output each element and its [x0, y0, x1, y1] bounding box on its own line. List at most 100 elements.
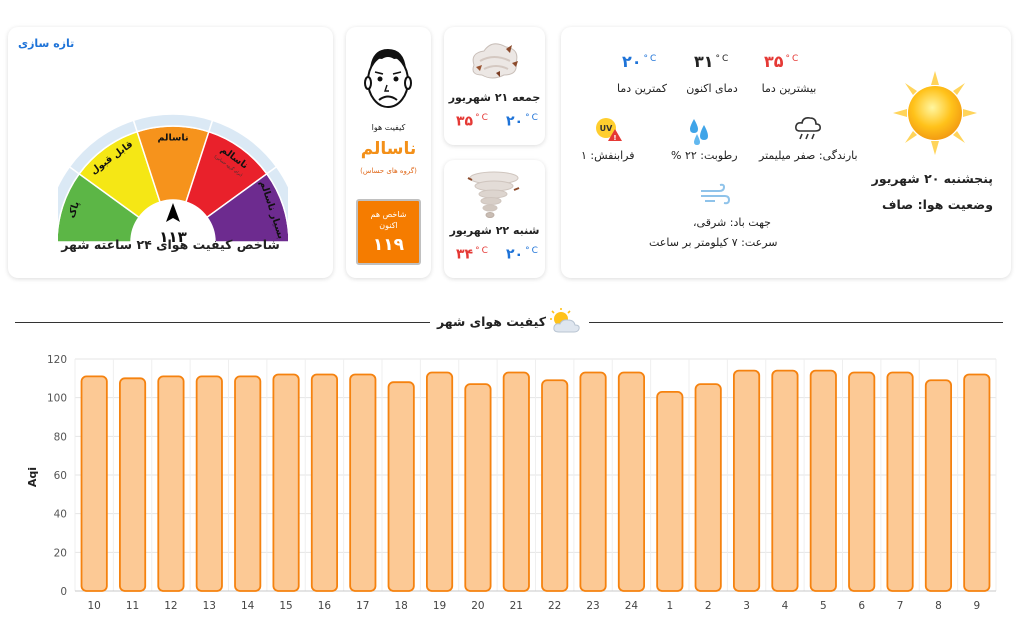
forecast-date: شنبه ۲۲ شهریور [449, 224, 540, 237]
section-title: کیفیت هوای شهر [437, 314, 546, 329]
forecast-card: جمعه ۲۱ شهریور ۲۰ ° C ۳۵ ° C [444, 27, 545, 145]
chart-x-tick: 23 [586, 600, 599, 612]
chart-bar[interactable] [195, 375, 223, 592]
humidity-icon [690, 119, 708, 145]
forecast-card: شنبه ۲۲ شهریور ۲۰ ° C ۳۴ ° C [444, 160, 545, 278]
chart-bar[interactable] [310, 373, 339, 592]
chart-y-tick: 40 [54, 509, 67, 521]
chart-bar[interactable] [349, 373, 377, 592]
chart-bar[interactable] [732, 369, 761, 592]
chart-x-tick: 3 [743, 600, 750, 612]
chart-bar[interactable] [387, 381, 415, 592]
refresh-link[interactable]: تازه سازی [18, 37, 75, 50]
gauge-title: شاخص کیفیت هوای ۲۴ ساعته شهر [61, 237, 280, 252]
chart-bar[interactable] [425, 371, 454, 592]
partly-cloudy-icon [550, 308, 580, 333]
forecast-date: جمعه ۲۱ شهریور [448, 91, 541, 104]
chart-y-tick: 20 [54, 547, 67, 559]
chart-bar[interactable] [234, 375, 262, 592]
chart-y-tick: 0 [60, 586, 67, 598]
chart-y-tick: 100 [47, 393, 67, 405]
chart-x-tick: 1 [666, 600, 673, 612]
chart-bar[interactable] [617, 371, 646, 592]
chart-x-tick: 15 [279, 600, 292, 612]
aqi-group: (گروه های حساس) [360, 167, 417, 175]
chart-x-tick: 14 [241, 600, 255, 612]
chart-x-tick: 16 [318, 600, 332, 612]
gauge-hub [131, 200, 215, 247]
chart-bar[interactable] [80, 375, 108, 592]
sad-face-icon [364, 49, 412, 108]
humidity-value: رطوبت: ۲۲ % [671, 149, 738, 162]
forecast-high: ۳۵ ° C [456, 113, 488, 130]
current-aqi-card: کیفیت هوا ناسالم (گروه های حساس) شاخص هم… [346, 27, 431, 278]
chart-x-tick: 5 [820, 600, 827, 612]
chart-x-tick: 24 [625, 600, 639, 612]
chart-bar[interactable] [886, 371, 914, 592]
chart-bar[interactable] [694, 383, 722, 592]
aqi-24h-gauge-card: تازه سازی پاک قابل قبول ناسالم ناسالم (برای … [8, 27, 333, 278]
current-aqi-box: شاخص هم اکنون ۱۱۹ [356, 199, 421, 265]
today-weather-card: پنجشنبه ۲۰ شهریور وضعیت هوا: صاف ۳۵ ° C بی… [561, 27, 1011, 278]
chart-x-tick: 12 [164, 600, 177, 612]
uv-icon: UV ! [596, 118, 622, 142]
current-temp-label: دمای اکنون [686, 82, 738, 95]
chart-x-tick: 22 [548, 600, 561, 612]
min-temp-label: کمترین دما [616, 82, 668, 95]
chart-x-tick: 4 [782, 600, 789, 612]
chart-bar[interactable] [502, 371, 530, 592]
chart-bar[interactable] [656, 390, 684, 592]
chart-x-tick: 6 [858, 600, 865, 612]
chart-x-tick: 18 [395, 600, 408, 612]
current-temp: ۳۱ ° C [694, 52, 729, 71]
min-temp: ۲۰ ° C [622, 52, 657, 71]
chart-x-tick: 17 [356, 600, 369, 612]
max-temp-label: بیشترین دما [761, 82, 817, 95]
section-divider [15, 322, 430, 323]
svg-text:UV: UV [600, 124, 613, 133]
wind-icon [701, 183, 731, 205]
max-temp: ۳۵ ° C [764, 52, 799, 71]
chart-x-tick: 20 [471, 600, 484, 612]
chart-y-tick: 60 [54, 470, 67, 482]
chart-x-tick: 7 [897, 600, 904, 612]
chart-bar[interactable] [579, 371, 607, 592]
chart-bar[interactable] [541, 379, 569, 592]
aqi-status: ناسالم [360, 139, 417, 159]
dust-icon [472, 43, 518, 79]
svg-text:!: ! [613, 134, 616, 142]
chart-bar[interactable] [924, 379, 953, 592]
rain-icon [795, 117, 821, 140]
chart-bar[interactable] [272, 373, 300, 592]
chart-x-tick: 19 [433, 600, 446, 612]
gauge-segment-label: ناسالم [157, 133, 188, 144]
forecast-high: ۳۴ ° C [456, 246, 488, 263]
forecast-low: ۲۰ ° C [506, 246, 538, 263]
current-aqi-box-label: شاخص هم اکنون [370, 210, 407, 230]
wind-speed: سرعت: ۷ کیلومتر بر ساعت [649, 236, 778, 249]
chart-bar[interactable] [464, 383, 492, 592]
today-condition: وضعیت هوا: صاف [881, 197, 993, 212]
today-date: پنجشنبه ۲۰ شهریور [871, 171, 993, 186]
wind-direction: جهت باد: شرقی، [693, 216, 771, 229]
chart-y-tick: 120 [47, 354, 67, 366]
chart-bar[interactable] [809, 369, 837, 592]
chart-y-tick: 80 [54, 431, 67, 443]
chart-bar[interactable] [963, 373, 991, 592]
gauge-value: ۱۱۳ [159, 228, 186, 246]
chart-x-tick: 10 [88, 600, 101, 612]
chart-bar[interactable] [771, 369, 799, 592]
aqi-caption: کیفیت هوا [371, 123, 406, 132]
rain-value: بارندگی: صفر میلیمتر [759, 149, 858, 162]
chart-bar[interactable] [157, 375, 185, 592]
chart-x-tick: 13 [203, 600, 216, 612]
chart-x-tick: 21 [510, 600, 523, 612]
sun-icon [893, 71, 977, 155]
chart-bar[interactable] [848, 371, 876, 592]
section-divider [589, 322, 1003, 323]
chart-x-tick: 9 [973, 600, 980, 612]
chart-bar[interactable] [118, 377, 147, 592]
gauge-needle [166, 203, 180, 222]
